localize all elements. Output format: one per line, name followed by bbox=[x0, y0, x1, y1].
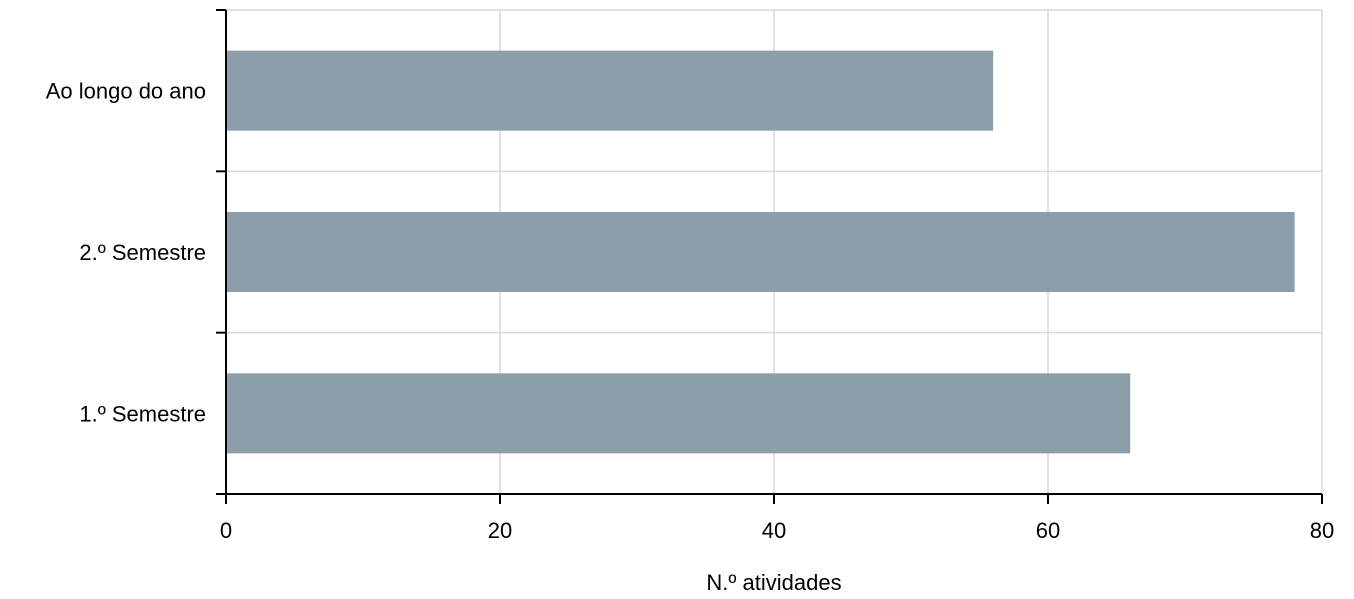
category-label: 2.º Semestre bbox=[79, 240, 206, 265]
bar-layer bbox=[226, 50, 1295, 454]
label-layer: Ao longo do ano 2.º Semestre 1.º Semestre 0… bbox=[46, 79, 1335, 543]
x-tick-label: 60 bbox=[1036, 518, 1060, 543]
x-tick-label: 40 bbox=[762, 518, 786, 543]
x-axis-title: N.º atividades bbox=[706, 570, 841, 595]
category-label: Ao longo do ano bbox=[46, 79, 206, 104]
bar bbox=[226, 212, 1295, 292]
x-tick-label: 20 bbox=[488, 518, 512, 543]
category-label: 1.º Semestre bbox=[79, 401, 206, 426]
x-tick-label: 0 bbox=[220, 518, 232, 543]
axis-layer bbox=[216, 9, 1323, 504]
bar bbox=[226, 373, 1131, 454]
bar bbox=[226, 50, 994, 131]
x-tick-label: 80 bbox=[1310, 518, 1334, 543]
